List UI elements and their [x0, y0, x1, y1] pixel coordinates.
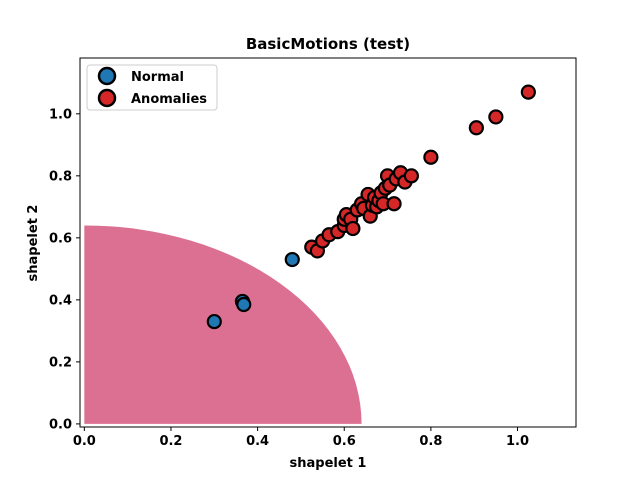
anomaly-point: [345, 220, 361, 237]
normal-point: [206, 313, 222, 330]
plot-area: [84, 84, 536, 424]
y-axis-label: shapelet 2: [26, 205, 41, 282]
normal-point: [236, 296, 252, 313]
chart-title: BasicMotions (test): [246, 35, 410, 53]
y-tick-label: 0.8: [49, 169, 72, 184]
plot-frame: [79, 57, 577, 428]
y-tick-label: 0.6: [49, 231, 72, 246]
x-tick-label: 0.4: [246, 434, 269, 449]
anomaly-point: [488, 109, 504, 125]
decision-region: [84, 225, 362, 424]
legend: Normal Anomalies: [86, 64, 218, 111]
x-axis: 0.0 0.2 0.4 0.6 0.8 1.0: [73, 427, 529, 449]
anomaly-point: [403, 168, 419, 184]
y-tick-label: 0.0: [49, 417, 72, 432]
y-tick-label: 0.4: [49, 293, 72, 308]
legend-marker-normal: [97, 66, 117, 86]
x-axis-label: shapelet 1: [290, 456, 367, 471]
anomaly-point: [468, 120, 484, 136]
x-tick-label: 0.0: [73, 434, 96, 449]
legend-label-anomalies: Anomalies: [131, 92, 207, 107]
data-points: [206, 84, 536, 330]
legend-marker-anomalies: [97, 88, 117, 108]
y-tick-label: 1.0: [49, 107, 72, 122]
legend-frame: [86, 64, 218, 111]
x-tick-label: 0.8: [419, 434, 442, 449]
y-axis: 0.0 0.2 0.4 0.6 0.8 1.0: [49, 107, 80, 432]
legend-label-normal: Normal: [131, 70, 184, 85]
x-tick-label: 0.2: [159, 434, 182, 449]
y-tick-label: 0.2: [49, 355, 72, 370]
normal-point: [284, 251, 300, 268]
anomaly-point: [520, 84, 536, 100]
anomaly-point: [386, 196, 402, 212]
anomaly-point: [423, 149, 439, 165]
x-tick-label: 0.6: [333, 434, 356, 449]
x-tick-label: 1.0: [506, 434, 529, 449]
